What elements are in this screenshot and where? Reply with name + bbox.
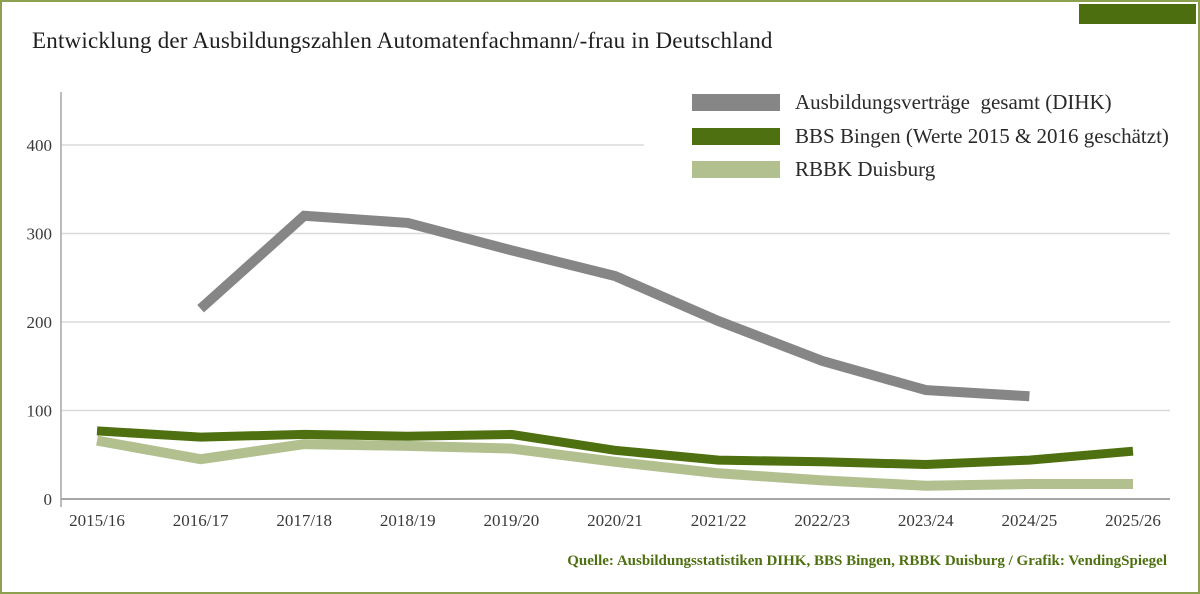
svg-text:200: 200	[27, 313, 53, 332]
legend-swatch-bbs-bingen	[692, 127, 780, 145]
svg-text:2023/24: 2023/24	[898, 511, 954, 530]
svg-text:300: 300	[27, 225, 53, 244]
source-credit: Quelle: Ausbildungsstatistiken DIHK, BBS…	[567, 553, 1167, 569]
svg-text:2018/19: 2018/19	[380, 511, 436, 530]
series-line-bbs-bingen-werte-2015-2016-gesch-tzt	[96, 426, 1134, 470]
svg-text:2015/16: 2015/16	[69, 511, 125, 530]
legend-label-rbbk-duisburg: RBBK Duisburg	[795, 157, 936, 182]
svg-text:2024/25: 2024/25	[1002, 511, 1058, 530]
series-line-ausbildungsvertr-ge-gesamt-dihk	[197, 210, 1030, 402]
legend-label-bbs-bingen: BBS Bingen (Werte 2015 & 2016 geschätzt)	[795, 123, 1169, 148]
svg-text:2017/18: 2017/18	[276, 511, 332, 530]
svg-text:2022/23: 2022/23	[794, 511, 850, 530]
svg-text:2020/21: 2020/21	[587, 511, 643, 530]
legend-item-dihk: Ausbildungsverträge gesamt (DIHK)	[692, 86, 1169, 120]
svg-text:400: 400	[27, 136, 53, 155]
legend-item-bbs-bingen: BBS Bingen (Werte 2015 & 2016 geschätzt)	[692, 120, 1169, 154]
chart-title: Entwicklung der Ausbildungszahlen Automa…	[32, 28, 773, 53]
x-tick-labels: 2015/16 2016/17 2017/18 2018/19 2019/20 2020/…	[69, 511, 1161, 530]
y-tick-labels: 0 100 200 300 400	[27, 136, 53, 509]
svg-text:0: 0	[44, 490, 53, 509]
legend-item-rbbk-duisburg: RBBK Duisburg	[692, 153, 1169, 187]
chart-legend: Ausbildungsverträge gesamt (DIHK) BBS Bi…	[644, 82, 1185, 193]
legend-swatch-dihk	[692, 94, 780, 112]
legend-label-dihk: Ausbildungsverträge gesamt (DIHK)	[795, 90, 1112, 115]
svg-text:2019/20: 2019/20	[484, 511, 540, 530]
svg-text:2025/26: 2025/26	[1105, 511, 1161, 530]
series-line-rbbk-duisburg	[96, 435, 1133, 491]
svg-text:2016/17: 2016/17	[173, 511, 229, 530]
svg-text:100: 100	[27, 402, 53, 421]
svg-text:2021/22: 2021/22	[691, 511, 747, 530]
legend-swatch-rbbk-duisburg	[692, 161, 780, 179]
corner-accent-block	[1079, 4, 1196, 24]
